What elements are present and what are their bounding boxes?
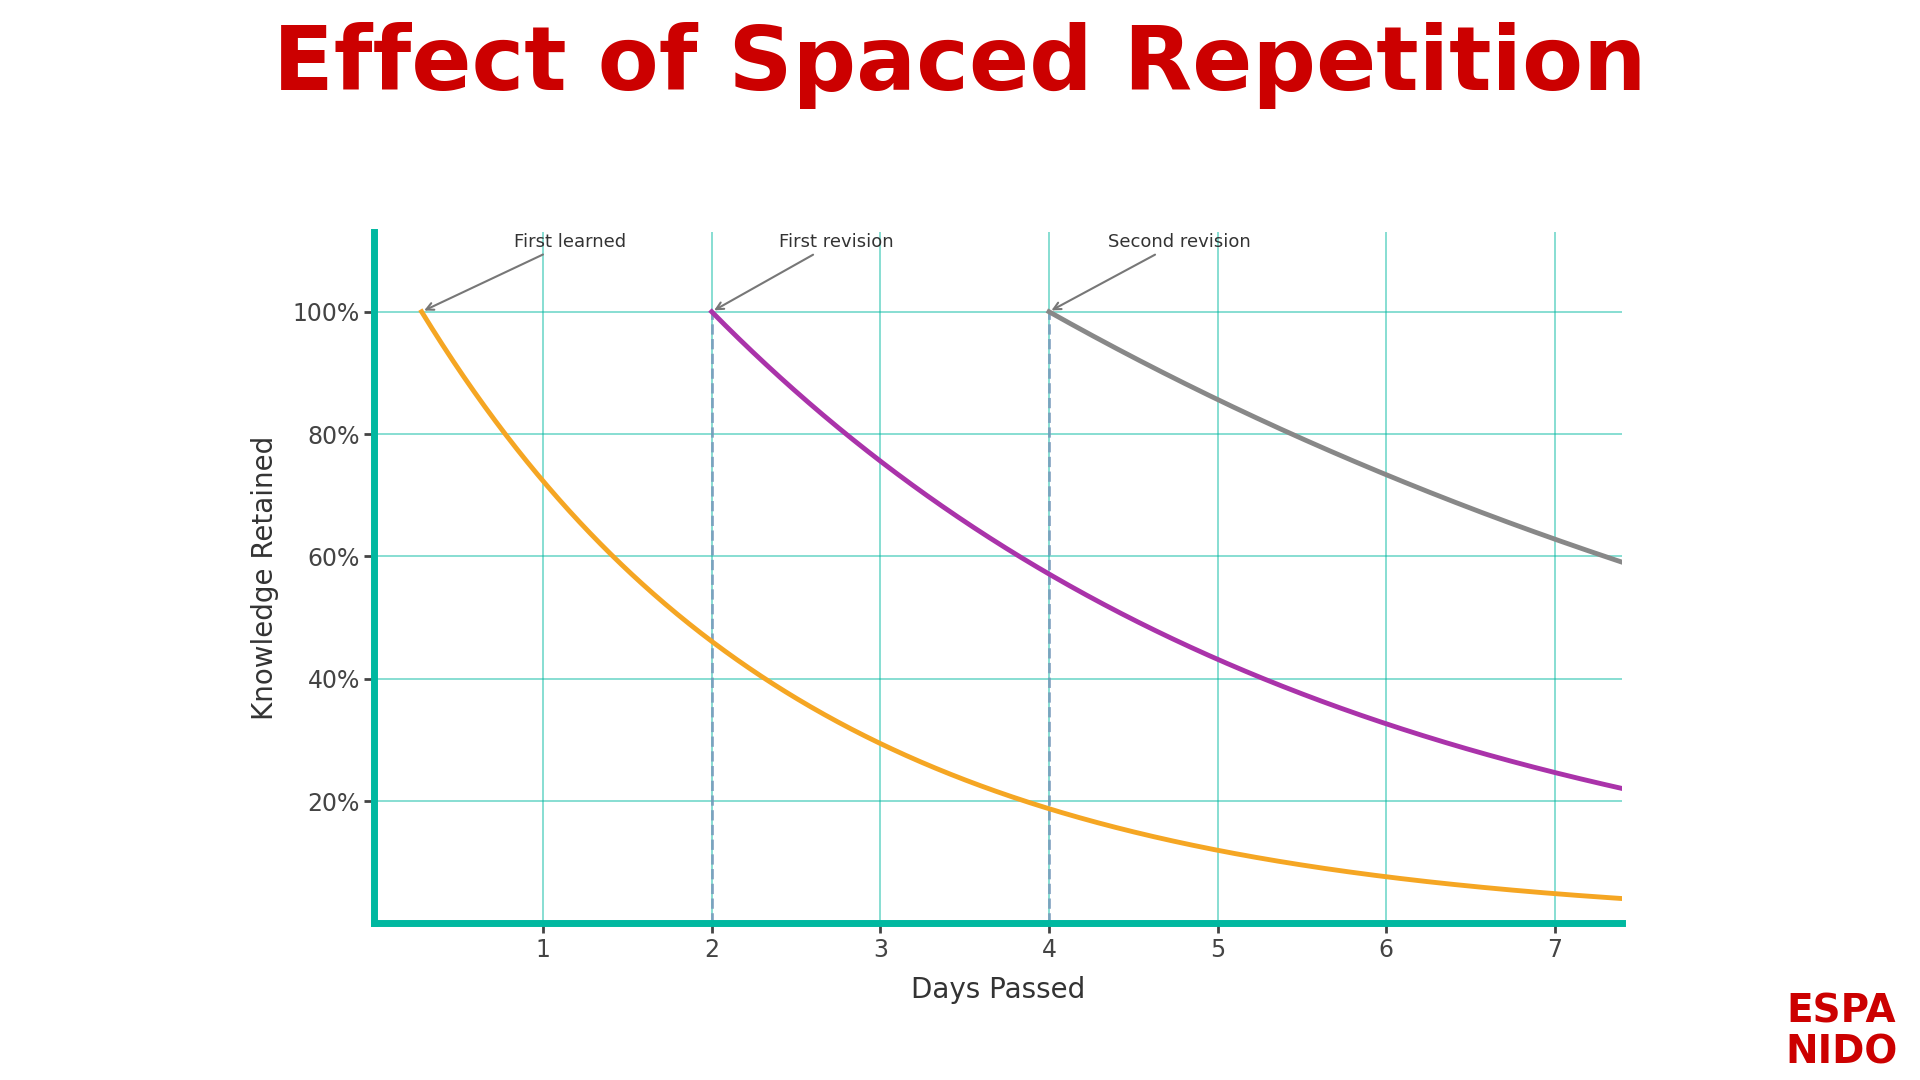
Text: First learned: First learned [426, 232, 626, 310]
Y-axis label: Knowledge Retained: Knowledge Retained [252, 435, 278, 720]
Text: ESPA
NIDO: ESPA NIDO [1786, 993, 1897, 1072]
Text: Effect of Spaced Repetition: Effect of Spaced Repetition [273, 23, 1647, 109]
Text: Second revision: Second revision [1054, 232, 1250, 309]
Text: Learn and practice Spanish grammar with interactive exercises: Learn and practice Spanish grammar with … [58, 1011, 718, 1031]
Text: First revision: First revision [716, 232, 895, 309]
Text: https://espanido.com/: https://espanido.com/ [58, 1043, 284, 1064]
X-axis label: Days Passed: Days Passed [912, 976, 1085, 1004]
